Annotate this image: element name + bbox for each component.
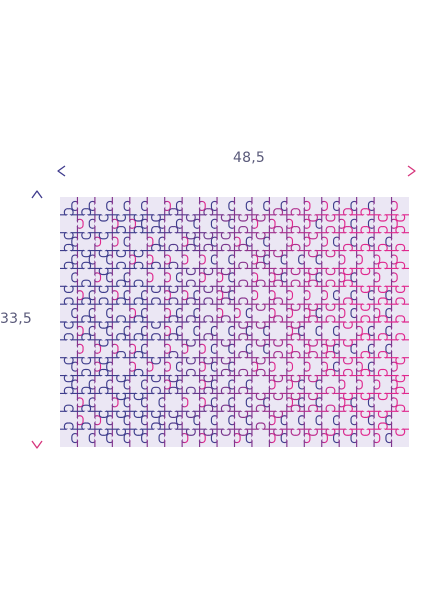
height-arrow xyxy=(31,190,43,449)
puzzle-row-cut xyxy=(60,261,409,276)
width-dimension-label: 48,5 xyxy=(233,150,265,166)
puzzle-piece-grid xyxy=(60,197,409,447)
puzzle-row-cut xyxy=(60,279,409,293)
puzzle-row-cut xyxy=(60,297,409,311)
puzzle-row-cut xyxy=(60,243,409,258)
puzzle-row-cut xyxy=(60,404,409,418)
puzzle-row-cut xyxy=(60,422,409,436)
puzzle-row-cut xyxy=(60,333,409,347)
puzzle-row-cut xyxy=(60,315,409,329)
puzzle-row-cut xyxy=(60,351,409,365)
height-dimension-label: 33,5 xyxy=(0,311,32,327)
puzzle-row-cut xyxy=(60,208,409,222)
width-arrow xyxy=(57,165,416,177)
puzzle-row-cut xyxy=(60,226,409,240)
puzzle-row-cut xyxy=(60,386,409,401)
puzzle-row-cut xyxy=(60,368,409,383)
